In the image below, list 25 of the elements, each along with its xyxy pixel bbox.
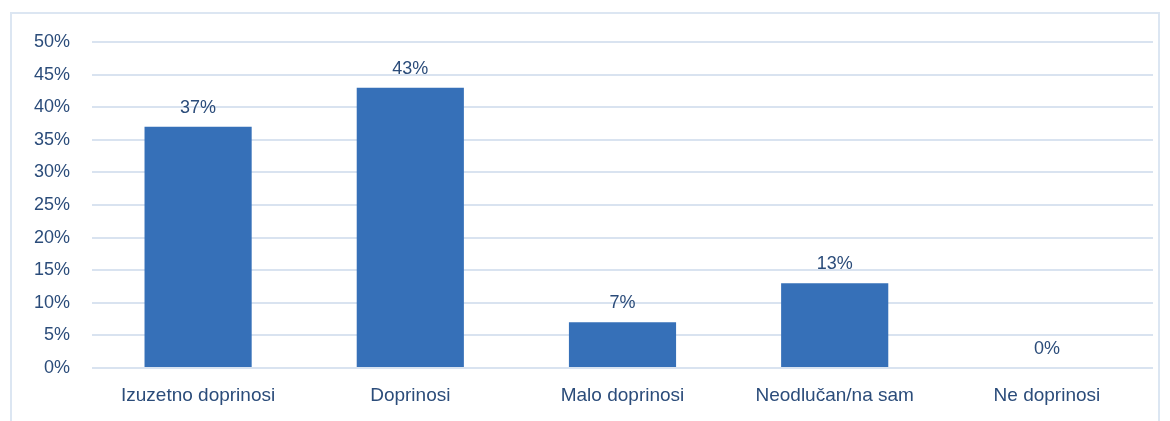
- x-tick-label: Izuzetno doprinosi: [120, 383, 276, 405]
- x-tick-label: Malo doprinosi: [560, 383, 685, 405]
- bar: [781, 283, 889, 367]
- y-tick-label: 5%: [43, 324, 70, 345]
- data-label: 43%: [392, 57, 429, 78]
- x-tick-label: Neodlučan/na sam: [755, 383, 914, 405]
- x-tick-label: Ne doprinosi: [993, 383, 1101, 405]
- y-tick-label: 0%: [43, 356, 70, 377]
- y-tick-label: 25%: [33, 193, 70, 214]
- x-tick-label: Doprinosi: [370, 383, 451, 405]
- data-label: 7%: [609, 292, 636, 313]
- bar: [568, 322, 677, 367]
- y-tick-label: 50%: [33, 30, 70, 51]
- y-tick-label: 35%: [33, 128, 70, 149]
- y-tick-label: 15%: [33, 259, 70, 280]
- y-tick-label: 10%: [33, 291, 70, 312]
- y-tick-label: 30%: [33, 161, 70, 182]
- data-label: 37%: [180, 96, 217, 117]
- y-tick-label: 40%: [33, 96, 70, 117]
- data-label: 13%: [816, 253, 853, 274]
- bar: [356, 87, 464, 367]
- data-label: 0%: [1033, 337, 1060, 358]
- y-tick-label: 45%: [33, 63, 70, 84]
- y-tick-label: 20%: [33, 226, 70, 247]
- bar: [144, 126, 252, 367]
